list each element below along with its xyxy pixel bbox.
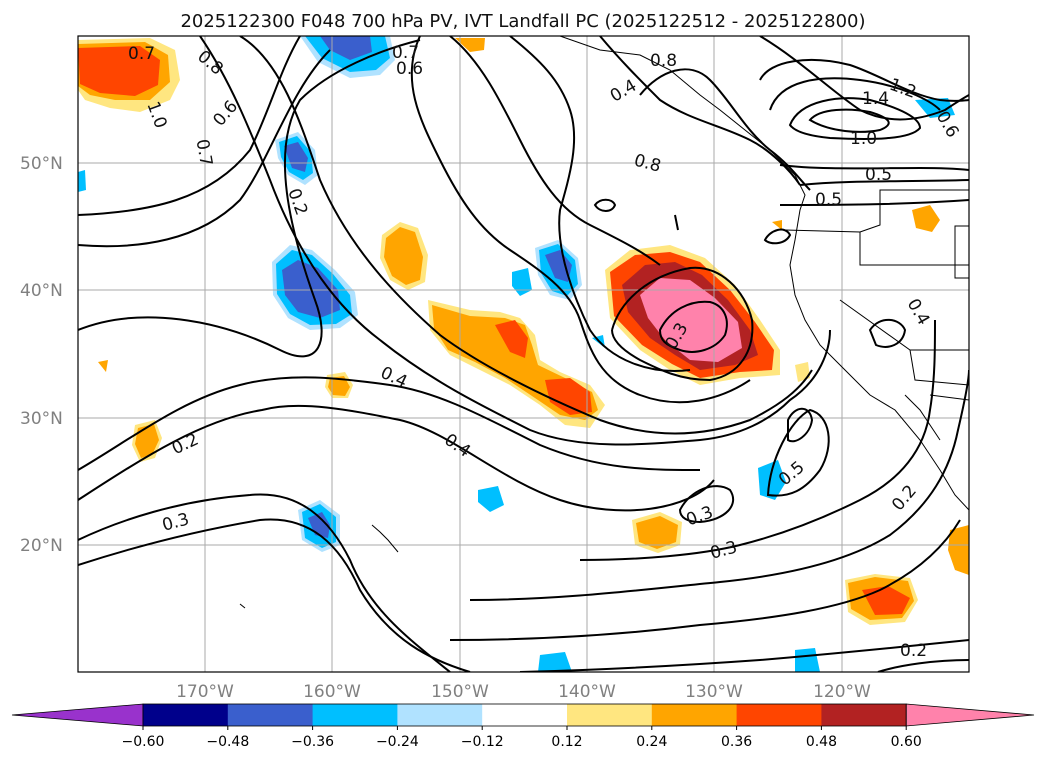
colorbar-tick-label: −0.60: [122, 734, 165, 750]
colorbar-segment: [482, 704, 568, 726]
colorbar-segment: [227, 704, 314, 726]
contour-label: 0.2: [900, 641, 927, 661]
colorbar-tick-label: 0.48: [806, 734, 837, 750]
lon-label-120w: 120°W: [813, 682, 871, 702]
contour-label: 1.4: [862, 89, 889, 109]
colorbar-tick-label: 0.24: [636, 734, 667, 750]
latitude-labels: 50°N 40°N 30°N 20°N: [20, 154, 63, 556]
pv-contours: [78, 36, 969, 672]
contour-label: 0.6: [396, 59, 423, 79]
contour-label: 0.5: [865, 165, 892, 185]
lon-label-140w: 140°W: [558, 682, 616, 702]
map-title: 2025122300 F048 700 hPa PV, IVT Landfall…: [180, 11, 865, 32]
colorbar-tick-label: −0.48: [206, 734, 249, 750]
lat-label-20n: 20°N: [20, 536, 63, 556]
contour-label: 0.5: [815, 190, 842, 210]
contour-label: 0.7: [192, 138, 216, 168]
colorbar-tick-label: −0.12: [461, 734, 504, 750]
colorbar-segment: [397, 704, 483, 726]
colorbar-segment: [312, 704, 398, 726]
colorbar-tick-label: 0.12: [551, 734, 582, 750]
colorbar-outline: [142, 703, 907, 727]
lon-label-170w: 170°W: [176, 682, 234, 702]
colorbar-extend-max: [905, 703, 1035, 727]
coastlines: [239, 36, 969, 609]
map-frame: [77, 35, 970, 673]
colorbar-extend-min: [11, 703, 144, 727]
negative-shading: [78, 36, 955, 672]
colorbar-tick-label: −0.36: [291, 734, 334, 750]
lat-label-40n: 40°N: [20, 281, 63, 301]
colorbar-tick-label: 0.60: [891, 734, 922, 750]
colorbar-segment: [736, 704, 822, 726]
positive-shading: [78, 38, 969, 625]
contour-label: 0.8: [650, 51, 677, 71]
colorbar-segment: [143, 704, 229, 726]
lat-label-50n: 50°N: [20, 154, 63, 174]
colorbar-tick-label: 0.36: [721, 734, 752, 750]
lat-label-30n: 30°N: [20, 409, 63, 429]
colorbar: −0.60 −0.48 −0.36 −0.24 −0.12 0.12 0.24 0.36 0.4…: [11, 703, 1035, 750]
colorbar-segment: [651, 704, 738, 726]
contour-label: 0.7: [392, 43, 419, 63]
lon-label-160w: 160°W: [303, 682, 361, 702]
map-panel: 0.7 0.8 1.0 0.6 0.7 0.2 0.7 0.6 0.8 0.4 …: [78, 36, 969, 672]
contour-label: 1.0: [850, 129, 877, 149]
contour-label: 0.7: [128, 44, 155, 64]
colorbar-tick-label: −0.24: [376, 734, 419, 750]
lon-label-130w: 130°W: [685, 682, 743, 702]
colorbar-segment: [567, 704, 653, 726]
colorbar-segment: [821, 704, 907, 726]
longitude-labels: 170°W 160°W 150°W 140°W 130°W 120°W: [176, 682, 871, 702]
lon-label-150w: 150°W: [431, 682, 489, 702]
